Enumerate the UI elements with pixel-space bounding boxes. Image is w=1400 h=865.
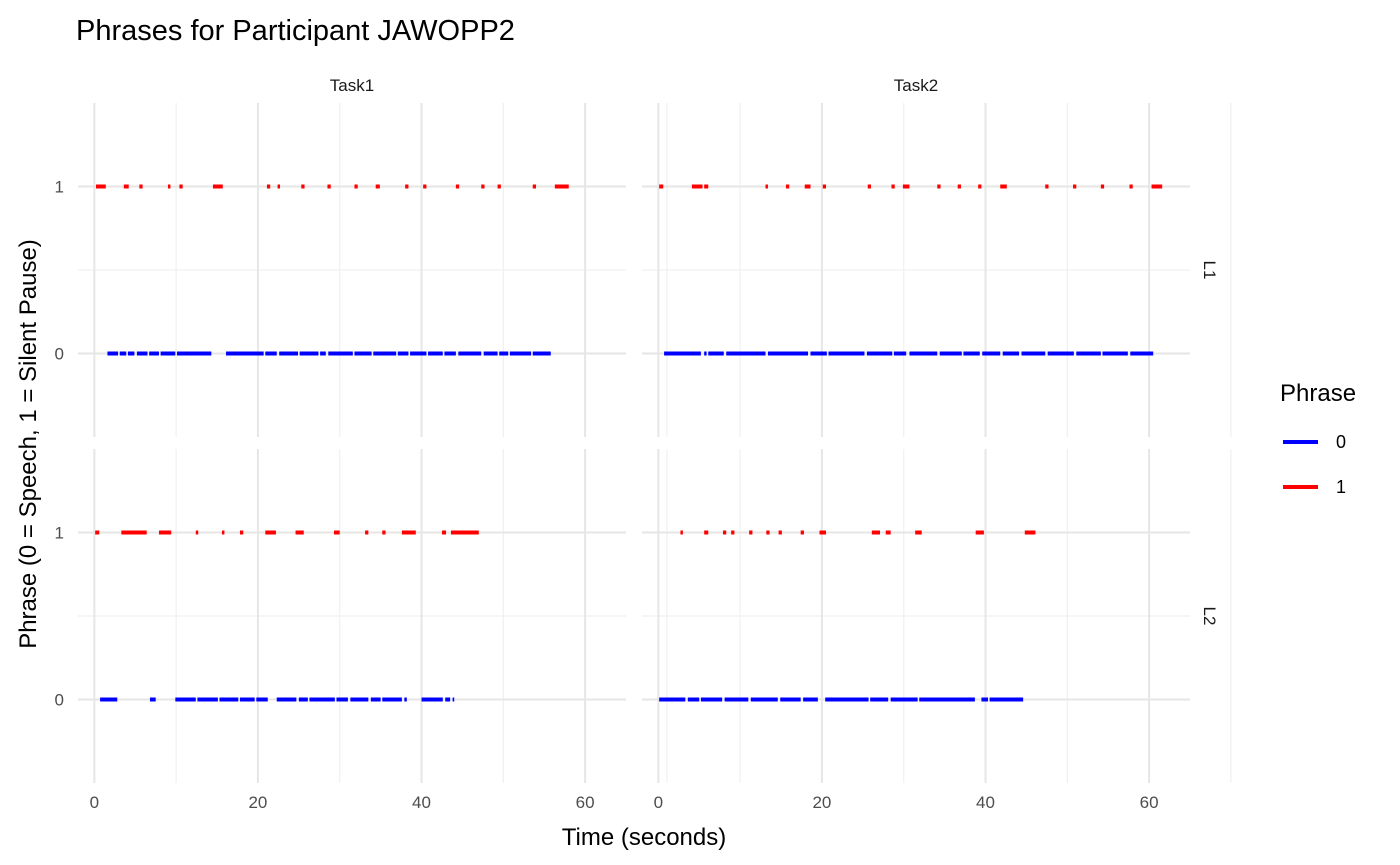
panel-l2-task1 bbox=[78, 449, 668, 783]
y-tick-label: 0 bbox=[55, 691, 64, 710]
y-axis-title: Phrase (0 = Speech, 1 = Silent Pause) bbox=[15, 239, 42, 649]
strip-label-l1: L1 bbox=[1200, 261, 1219, 280]
y-tick-label: 0 bbox=[55, 345, 64, 364]
legend-label-1: 1 bbox=[1336, 477, 1346, 497]
x-tick-label: 20 bbox=[812, 793, 831, 812]
panel-l1-task1 bbox=[78, 103, 668, 437]
panel-l1-task2 bbox=[642, 103, 1232, 437]
y-tick-label: 1 bbox=[55, 178, 64, 197]
x-tick-label: 60 bbox=[1140, 793, 1159, 812]
x-axis-title: Time (seconds) bbox=[562, 824, 726, 851]
y-tick-label: 1 bbox=[55, 524, 64, 543]
chart-title: Phrases for Participant JAWOPP2 bbox=[76, 15, 515, 47]
legend-label-0: 0 bbox=[1336, 432, 1346, 452]
x-tick-label: 0 bbox=[90, 793, 99, 812]
legend-entries: 01 bbox=[1283, 432, 1346, 497]
x-tick-label: 60 bbox=[576, 793, 595, 812]
legend-title: Phrase bbox=[1280, 380, 1356, 407]
strip-label-task2: Task2 bbox=[894, 76, 938, 95]
x-tick-label: 20 bbox=[248, 793, 267, 812]
x-tick-label: 40 bbox=[412, 793, 431, 812]
x-tick-label: 0 bbox=[654, 793, 663, 812]
x-tick-label: 40 bbox=[976, 793, 995, 812]
strip-label-l2: L2 bbox=[1200, 607, 1219, 626]
strip-label-task1: Task1 bbox=[330, 76, 374, 95]
panel-l2-task2 bbox=[642, 449, 1232, 783]
legend: Phrase 01 bbox=[1280, 380, 1356, 497]
